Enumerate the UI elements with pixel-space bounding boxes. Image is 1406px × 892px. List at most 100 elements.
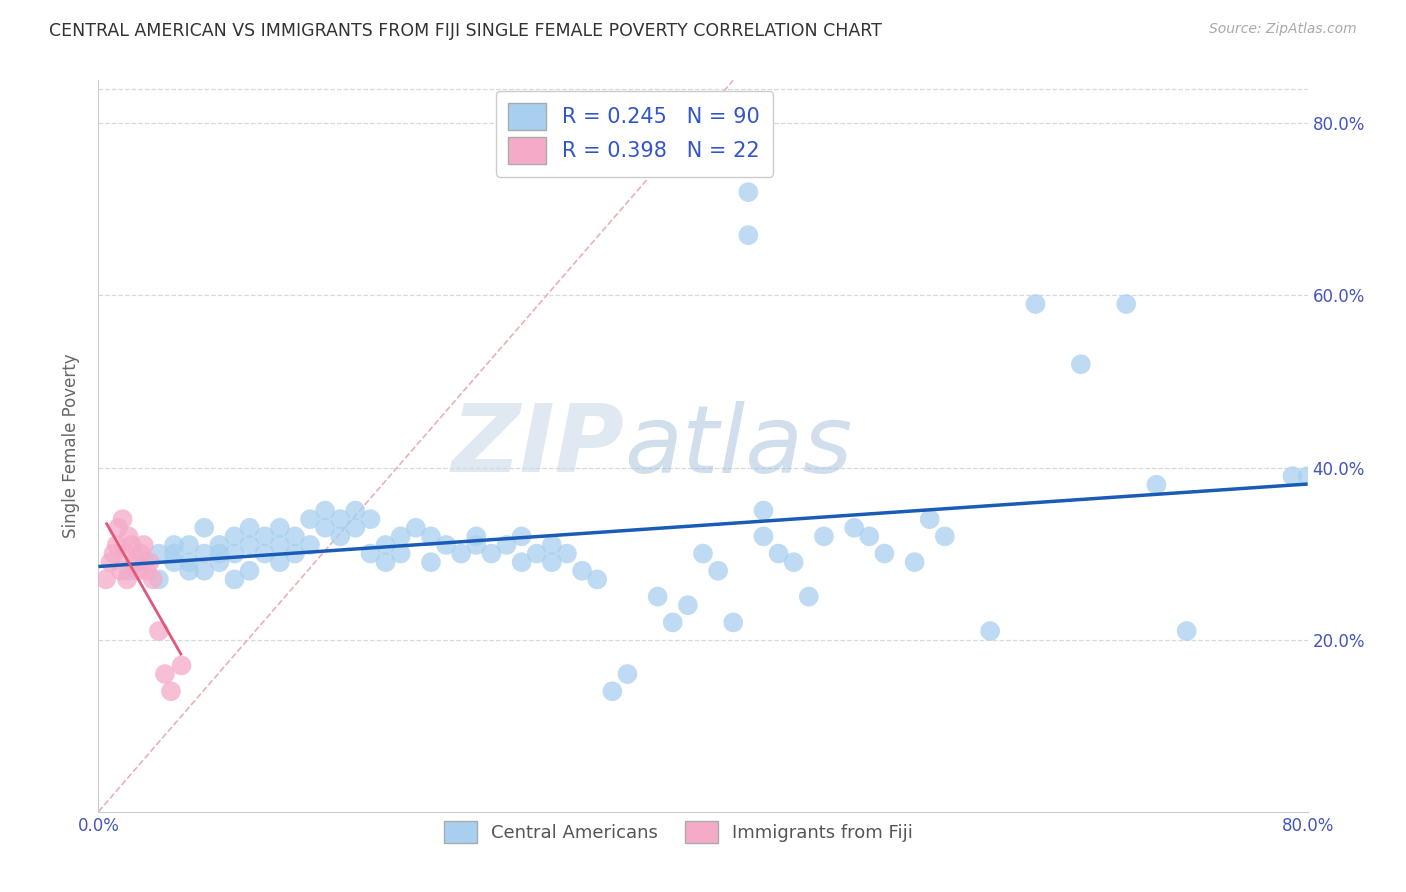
Point <box>434 538 457 552</box>
Point <box>132 555 155 569</box>
Point <box>374 555 396 569</box>
Point <box>450 547 472 561</box>
Point <box>360 512 382 526</box>
Point <box>329 529 352 543</box>
Point <box>269 538 291 552</box>
Point <box>107 521 129 535</box>
Point <box>510 555 533 569</box>
Point <box>224 547 246 561</box>
Point <box>420 555 443 569</box>
Point <box>616 667 638 681</box>
Point <box>224 529 246 543</box>
Point <box>420 529 443 543</box>
Point <box>160 684 183 698</box>
Point <box>135 564 157 578</box>
Point <box>586 573 609 587</box>
Point <box>918 512 941 526</box>
Point <box>692 547 714 561</box>
Point <box>163 547 186 561</box>
Point <box>153 667 176 681</box>
Point <box>121 538 143 552</box>
Point <box>314 503 336 517</box>
Point <box>239 521 262 535</box>
Point <box>269 555 291 569</box>
Point <box>193 547 215 561</box>
Point <box>360 547 382 561</box>
Point <box>465 529 488 543</box>
Point <box>253 529 276 543</box>
Point <box>737 228 759 243</box>
Text: CENTRAL AMERICAN VS IMMIGRANTS FROM FIJI SINGLE FEMALE POVERTY CORRELATION CHART: CENTRAL AMERICAN VS IMMIGRANTS FROM FIJI… <box>49 22 882 40</box>
Point <box>124 555 146 569</box>
Point <box>299 538 322 552</box>
Point <box>163 555 186 569</box>
Point <box>118 564 141 578</box>
Point <box>299 512 322 526</box>
Point <box>344 521 367 535</box>
Point <box>783 555 806 569</box>
Point <box>752 503 775 517</box>
Point <box>114 547 136 561</box>
Point <box>179 564 201 578</box>
Point <box>737 185 759 199</box>
Point <box>768 547 790 561</box>
Point <box>540 555 562 569</box>
Point <box>179 555 201 569</box>
Point <box>94 573 117 587</box>
Point <box>1281 469 1303 483</box>
Point <box>314 521 336 535</box>
Point <box>481 547 503 561</box>
Point <box>115 573 138 587</box>
Point <box>148 573 170 587</box>
Point <box>103 547 125 561</box>
Point <box>284 547 307 561</box>
Point <box>1144 477 1167 491</box>
Point <box>540 538 562 552</box>
Point <box>329 512 352 526</box>
Point <box>253 547 276 561</box>
Text: ZIP: ZIP <box>451 400 624 492</box>
Text: Source: ZipAtlas.com: Source: ZipAtlas.com <box>1209 22 1357 37</box>
Point <box>405 521 427 535</box>
Point <box>105 538 128 552</box>
Point <box>676 598 699 612</box>
Point <box>797 590 820 604</box>
Point <box>904 555 927 569</box>
Point <box>979 624 1001 638</box>
Point <box>170 658 193 673</box>
Point <box>110 564 132 578</box>
Point <box>934 529 956 543</box>
Point <box>148 547 170 561</box>
Point <box>129 547 152 561</box>
Point <box>707 564 730 578</box>
Point <box>571 564 593 578</box>
Point <box>1070 357 1092 371</box>
Point <box>647 590 669 604</box>
Point <box>179 538 201 552</box>
Point <box>374 538 396 552</box>
Point <box>163 538 186 552</box>
Point <box>284 529 307 543</box>
Point <box>844 521 866 535</box>
Point <box>344 503 367 517</box>
Point <box>858 529 880 543</box>
Point <box>1115 297 1137 311</box>
Point <box>510 529 533 543</box>
Point <box>132 538 155 552</box>
Text: atlas: atlas <box>624 401 852 491</box>
Point <box>269 521 291 535</box>
Point <box>465 538 488 552</box>
Point <box>1024 297 1046 311</box>
Point <box>1296 469 1319 483</box>
Point <box>752 529 775 543</box>
Point <box>148 624 170 638</box>
Point <box>495 538 517 552</box>
Point <box>193 521 215 535</box>
Point <box>813 529 835 543</box>
Point <box>127 564 149 578</box>
Point <box>142 573 165 587</box>
Point <box>555 547 578 561</box>
Y-axis label: Single Female Poverty: Single Female Poverty <box>62 354 80 538</box>
Point <box>602 684 624 698</box>
Point <box>100 555 122 569</box>
